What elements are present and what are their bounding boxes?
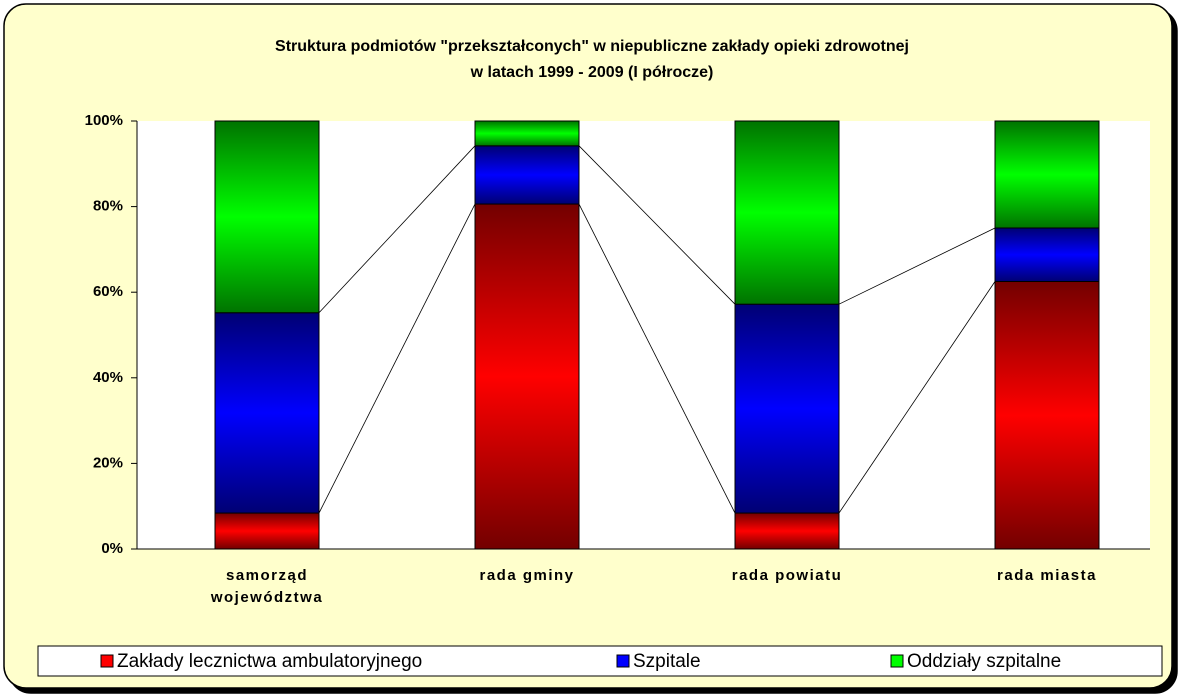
legend (37, 645, 1163, 677)
bar-segment (474, 145, 580, 205)
y-tick-label: 60% (93, 283, 123, 300)
bar-segment (994, 120, 1100, 229)
bar-segment (734, 120, 840, 305)
bar-segment (994, 281, 1100, 550)
y-tick-label: 100% (85, 112, 123, 129)
bar-segment (734, 303, 840, 514)
y-tick-label: 80% (93, 198, 123, 215)
series-line (318, 145, 476, 314)
y-tick-label: 0% (101, 540, 123, 557)
bar-segment (734, 512, 840, 550)
x-tick-label: rada powiatu (731, 567, 843, 584)
x-tick-label: samorząd województwa (210, 567, 324, 606)
series-line (318, 203, 476, 514)
bar-segment (214, 312, 320, 514)
legend-label: Oddziały szpitalne (907, 651, 1061, 672)
bar-segment (994, 227, 1100, 282)
bar-segment (474, 120, 580, 147)
bar-segment (474, 203, 580, 550)
legend-swatch (616, 654, 630, 668)
legend-swatch (890, 654, 904, 668)
legend-label: Zakłady lecznictwa ambulatoryjnego (117, 651, 422, 672)
chart-title: Struktura podmiotów "przekształconych" w… (275, 38, 909, 55)
series-line (578, 203, 736, 514)
bar-segment (214, 512, 320, 550)
bar-segment (214, 120, 320, 314)
x-tick-label: rada gminy (479, 567, 575, 584)
x-tick-label: rada miasta (997, 567, 1097, 584)
y-tick-label: 20% (93, 454, 123, 471)
legend-swatch (100, 654, 114, 668)
legend-label: Szpitale (633, 651, 701, 672)
series-line (838, 227, 996, 305)
series-line (578, 145, 736, 305)
y-tick-label: 40% (93, 369, 123, 386)
series-line (838, 281, 996, 514)
chart-title: w latach 1999 - 2009 (I półrocze) (470, 64, 714, 81)
